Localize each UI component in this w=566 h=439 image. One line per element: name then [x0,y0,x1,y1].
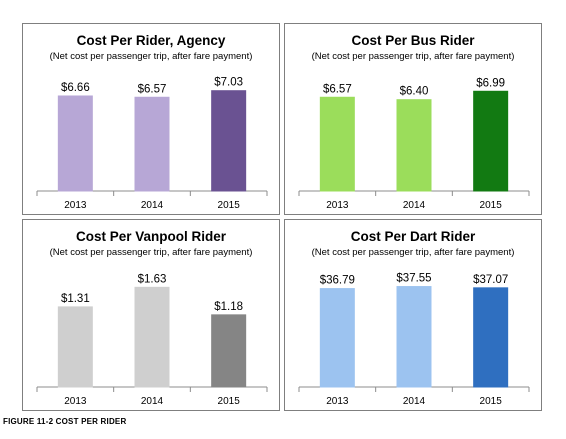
chart-title: Cost Per Bus Rider [351,33,475,48]
data-label: $1.31 [61,293,90,305]
bar-shading [58,95,93,191]
data-label: $37.55 [396,273,431,285]
data-label: $6.66 [61,82,90,94]
data-label: $6.57 [323,83,352,95]
x-tick-label: 2013 [64,396,87,407]
bar-shading [211,314,246,387]
bar-shading [473,91,508,191]
bar-chart: $36.79 2013 $37.55 2014 $37.07 2015 [298,273,530,407]
chart-subtitle: (Net cost per passenger trip, after fare… [49,51,253,62]
chart-subtitle: (Net cost per passenger trip, after fare… [49,247,253,258]
chart-panel-dart: Cost Per Dart Rider (Net cost per passen… [284,219,542,411]
bar-shading [397,99,431,191]
x-tick-label: 2015 [218,200,241,211]
bar-shading [320,97,355,191]
data-label: $6.57 [138,83,167,95]
data-label: $36.79 [320,275,355,287]
chart-panel-vanpool: Cost Per Vanpool Rider (Net cost per pas… [22,219,280,411]
x-tick-label: 2013 [64,200,87,211]
x-tick-label: 2015 [218,396,241,407]
data-label: $6.99 [476,77,505,89]
chart-title: Cost Per Dart Rider [350,229,476,244]
data-label: $7.03 [214,77,243,89]
x-tick-label: 2014 [403,200,426,211]
data-label: $37.07 [473,274,508,286]
bar-chart: $6.66 2013 $6.57 2014 $7.03 2015 [36,77,268,211]
bar-shading [135,287,169,387]
x-tick-label: 2013 [326,200,349,211]
figure-caption: Figure 11-2 Cost per Rider [3,417,127,426]
chart-title: Cost Per Vanpool Rider [75,229,227,244]
x-tick-label: 2014 [141,396,164,407]
x-tick-label: 2014 [403,396,426,407]
bar-shading [320,288,355,387]
x-tick-label: 2014 [141,200,164,211]
data-label: $1.63 [138,273,167,285]
chart-panel-agency: Cost Per Rider, Agency (Net cost per pas… [22,23,280,215]
data-label: $1.18 [214,301,243,313]
bar-chart: $6.57 2013 $6.40 2014 $6.99 2015 [298,77,530,211]
bar-shading [135,97,169,191]
x-tick-label: 2015 [480,396,503,407]
chart-panel-bus: Cost Per Bus Rider (Net cost per passeng… [284,23,542,215]
bar-chart: $1.31 2013 $1.63 2014 $1.18 2015 [36,273,268,407]
chart-subtitle: (Net cost per passenger trip, after fare… [311,51,515,62]
data-label: $6.40 [400,86,429,98]
x-tick-label: 2015 [480,200,503,211]
bar-shading [473,287,508,387]
bar-shading [397,286,431,387]
chart-subtitle: (Net cost per passenger trip, after fare… [311,247,515,258]
chart-title: Cost Per Rider, Agency [76,33,226,48]
bar-shading [211,90,246,191]
bar-shading [58,306,93,387]
x-tick-label: 2013 [326,396,349,407]
